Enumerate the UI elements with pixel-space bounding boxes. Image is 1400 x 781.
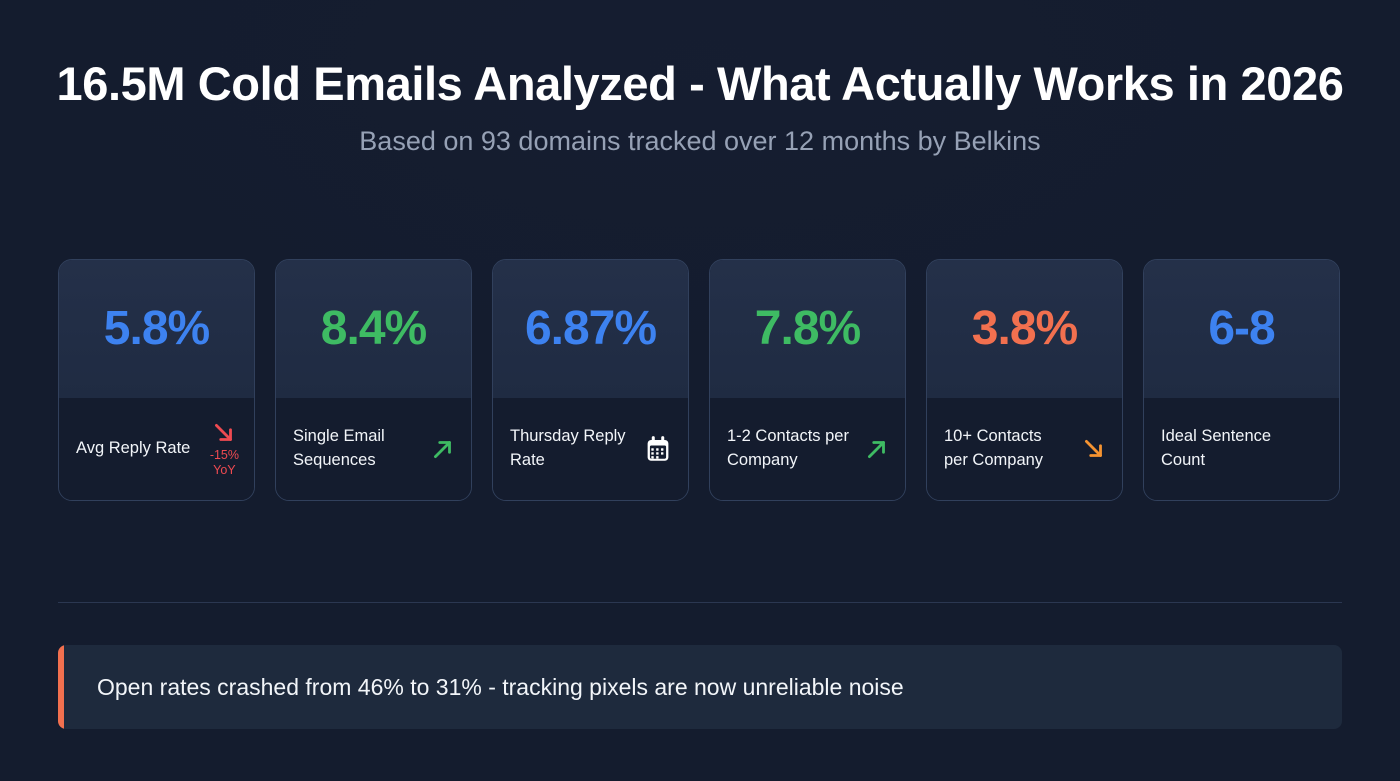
page-title: 16.5M Cold Emails Analyzed - What Actual… [56, 57, 1344, 110]
page-subtitle: Based on 93 domains tracked over 12 mont… [359, 125, 1041, 156]
arrow-down-right-icon [211, 420, 237, 446]
card-label-area: Single Email Sequences [276, 398, 471, 500]
section-divider [58, 602, 1342, 603]
trend-text: -15% YoY [210, 448, 239, 478]
card-label: Ideal Sentence Count [1161, 427, 1272, 469]
card-label-area: 1-2 Contacts per Company [710, 398, 905, 500]
card-value: 7.8% [754, 302, 861, 355]
card-label: 1-2 Contacts per Company [727, 427, 849, 469]
stat-card: 5.8% Avg Reply Rate -15% YoY [58, 259, 255, 501]
card-indicator: -15% YoY [210, 420, 239, 478]
card-indicator [643, 434, 673, 464]
arrow-up-right-icon [430, 436, 456, 462]
card-value: 6-8 [1208, 302, 1275, 355]
card-label: 10+ Contacts per Company [944, 427, 1044, 469]
trend-value: -15% [209, 448, 239, 463]
card-value-area: 8.4% [276, 260, 471, 398]
card-indicator [430, 436, 456, 462]
card-value-area: 5.8% [59, 260, 254, 398]
callout-banner: Open rates crashed from 46% to 31% - tra… [58, 645, 1342, 729]
card-label: Thursday Reply Rate [510, 427, 626, 469]
card-value-area: 6.87% [493, 260, 688, 398]
header: 16.5M Cold Emails Analyzed - What Actual… [0, 0, 1400, 157]
callout-text: Open rates crashed from 46% to 31% - tra… [97, 673, 904, 700]
card-label-area: Avg Reply Rate -15% YoY [59, 398, 254, 500]
card-value: 8.4% [320, 302, 427, 355]
arrow-down-right-icon [1081, 436, 1107, 462]
stat-card: 6.87% Thursday Reply Rate [492, 259, 689, 501]
card-value-area: 6-8 [1144, 260, 1339, 398]
card-value-area: 3.8% [927, 260, 1122, 398]
card-indicator [864, 436, 890, 462]
stat-card: 3.8% 10+ Contacts per Company [926, 259, 1123, 501]
trend-period: YoY [213, 463, 236, 477]
stat-card: 8.4% Single Email Sequences [275, 259, 472, 501]
calendar-icon [643, 434, 673, 464]
card-label-area: 10+ Contacts per Company [927, 398, 1122, 500]
stat-card: 6-8 Ideal Sentence Count [1143, 259, 1340, 501]
arrow-up-right-icon [864, 436, 890, 462]
card-value-area: 7.8% [710, 260, 905, 398]
card-value: 3.8% [971, 302, 1078, 355]
card-indicator [1081, 436, 1107, 462]
card-label: Avg Reply Rate [76, 439, 191, 458]
card-value: 5.8% [103, 302, 210, 355]
card-label: Single Email Sequences [293, 427, 385, 469]
stat-cards-row: 5.8% Avg Reply Rate -15% YoY 8.4% Single Emai… [58, 259, 1342, 501]
card-label-area: Ideal Sentence Count [1144, 398, 1339, 500]
card-label-area: Thursday Reply Rate [493, 398, 688, 500]
card-value: 6.87% [524, 302, 657, 355]
callout-accent-bar [58, 645, 64, 729]
stat-card: 7.8% 1-2 Contacts per Company [709, 259, 906, 501]
